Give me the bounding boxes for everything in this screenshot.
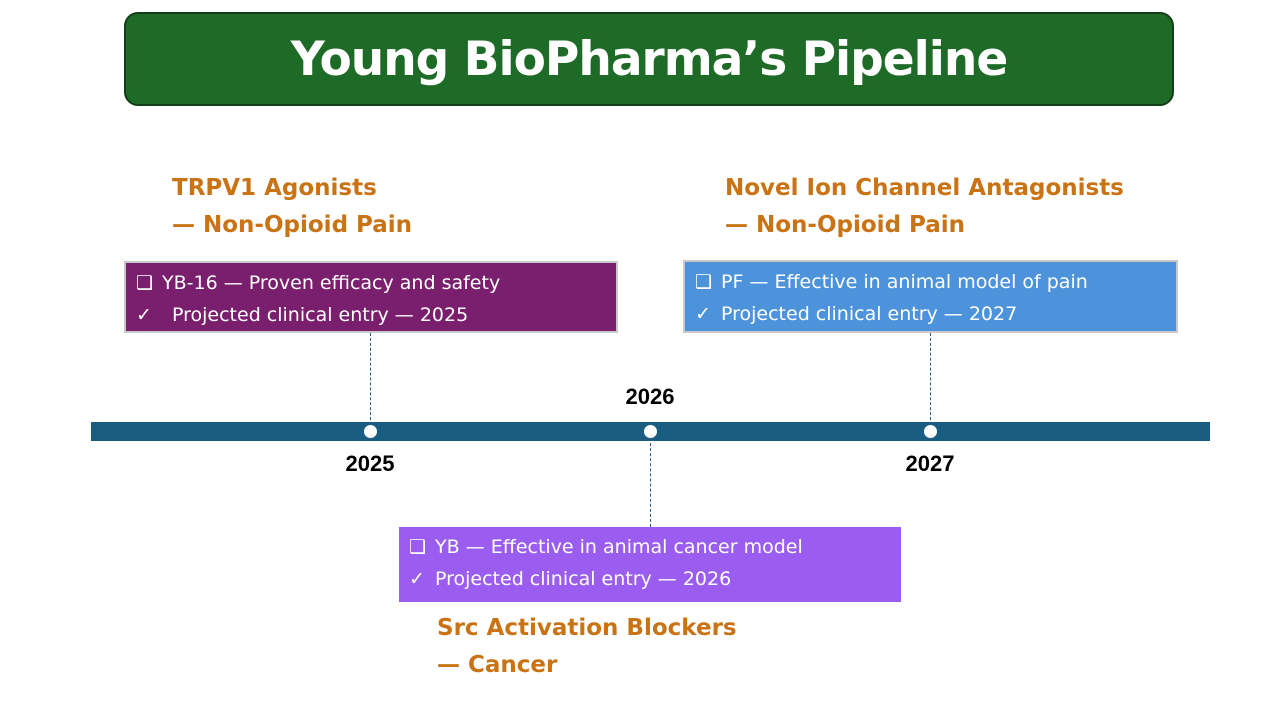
connector-2027 — [930, 333, 931, 425]
program-milestone-text: Projected clinical entry — 2025 — [172, 304, 469, 326]
page-title: Young BioPharma’s Pipeline — [290, 31, 1008, 87]
program-milestone: ✓ Projected clinical entry — 2025 — [136, 299, 606, 331]
checkbox-icon: ❑ — [136, 272, 154, 294]
program-heading-line2: — Non-Opioid Pain — [172, 212, 413, 238]
program-heading-line1: Novel Ion Channel Antagonists — [725, 175, 1124, 201]
program-item-text: YB-16 — Proven efficacy and safety — [162, 272, 501, 294]
program-milestone-text: Projected clinical entry — 2026 — [435, 568, 732, 590]
program-heading-line2: — Cancer — [437, 652, 558, 678]
program-heading-line2: — Non-Opioid Pain — [725, 212, 966, 238]
timeline-marker-2025 — [364, 425, 377, 438]
program-heading-src: Src Activation Blockers — Cancer — [437, 610, 737, 684]
program-heading-trpv1: TRPV1 Agonists — Non-Opioid Pain — [172, 170, 412, 244]
program-box-pf: ❑ PF — Effective in animal model of pain… — [683, 260, 1178, 333]
year-label-2026: 2026 — [625, 384, 675, 409]
checkbox-icon: ❑ — [409, 536, 427, 558]
program-item-text: YB — Effective in animal cancer model — [435, 536, 803, 558]
timeline-marker-2027 — [924, 425, 937, 438]
program-heading-line1: Src Activation Blockers — [437, 615, 737, 641]
program-milestone: ✓ Projected clinical entry — 2026 — [409, 563, 891, 595]
connector-2026 — [650, 438, 651, 527]
program-box-yb: ❑ YB — Effective in animal cancer model … — [399, 527, 901, 602]
program-heading-ion-channel: Novel Ion Channel Antagonists — Non-Opio… — [725, 170, 1124, 244]
program-item: ❑ YB — Effective in animal cancer model — [409, 531, 891, 563]
connector-2025 — [370, 333, 371, 425]
program-item-text: PF — Effective in animal model of pain — [721, 271, 1088, 293]
checkbox-icon: ❑ — [695, 271, 713, 293]
checkmark-icon: ✓ — [695, 303, 711, 325]
program-item: ❑ PF — Effective in animal model of pain — [695, 266, 1166, 298]
program-heading-line1: TRPV1 Agonists — [172, 175, 377, 201]
year-label-2025: 2025 — [345, 451, 395, 476]
year-label-2027: 2027 — [905, 451, 955, 476]
program-milestone: ✓ Projected clinical entry — 2027 — [695, 298, 1166, 330]
checkmark-icon: ✓ — [136, 304, 152, 326]
title-banner: Young BioPharma’s Pipeline — [124, 12, 1174, 106]
timeline-marker-2026 — [644, 425, 657, 438]
program-box-yb16: ❑ YB-16 — Proven efficacy and safety ✓ P… — [124, 261, 618, 333]
program-milestone-text: Projected clinical entry — 2027 — [721, 303, 1018, 325]
checkmark-icon: ✓ — [409, 568, 425, 590]
program-item: ❑ YB-16 — Proven efficacy and safety — [136, 267, 606, 299]
